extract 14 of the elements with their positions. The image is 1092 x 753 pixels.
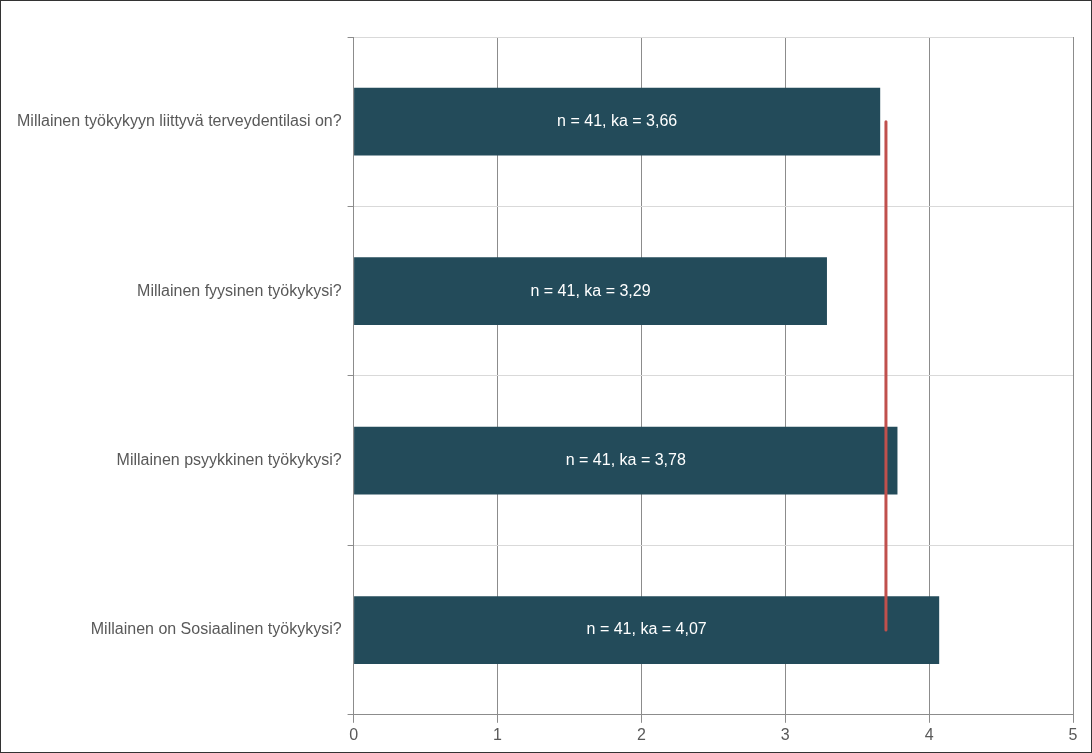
x-tick-label: 0 (349, 725, 359, 743)
x-tick-label: 1 (493, 725, 503, 743)
y-tick-label: Millainen on Sosiaalinen työkykysi? (90, 620, 342, 638)
data-label: n = 41, ka = 3,66 (557, 112, 678, 130)
data-label: n = 41, ka = 3,78 (565, 451, 686, 469)
data-label: n = 41, ka = 4,07 (586, 620, 707, 638)
data-label: n = 41, ka = 3,29 (530, 281, 651, 299)
x-tick-label: 3 (780, 725, 790, 743)
y-tick-label: Millainen työkykyyn liittyvä terveydentilasi on? (16, 112, 342, 130)
x-tick-label: 5 (1068, 725, 1078, 743)
x-tick-label: 4 (924, 725, 934, 743)
y-tick-label: Millainen psyykkinen työkykysi? (116, 451, 342, 469)
x-tick-label: 2 (636, 725, 646, 743)
y-tick-label: Millainen fyysinen työkykysi? (137, 281, 342, 299)
